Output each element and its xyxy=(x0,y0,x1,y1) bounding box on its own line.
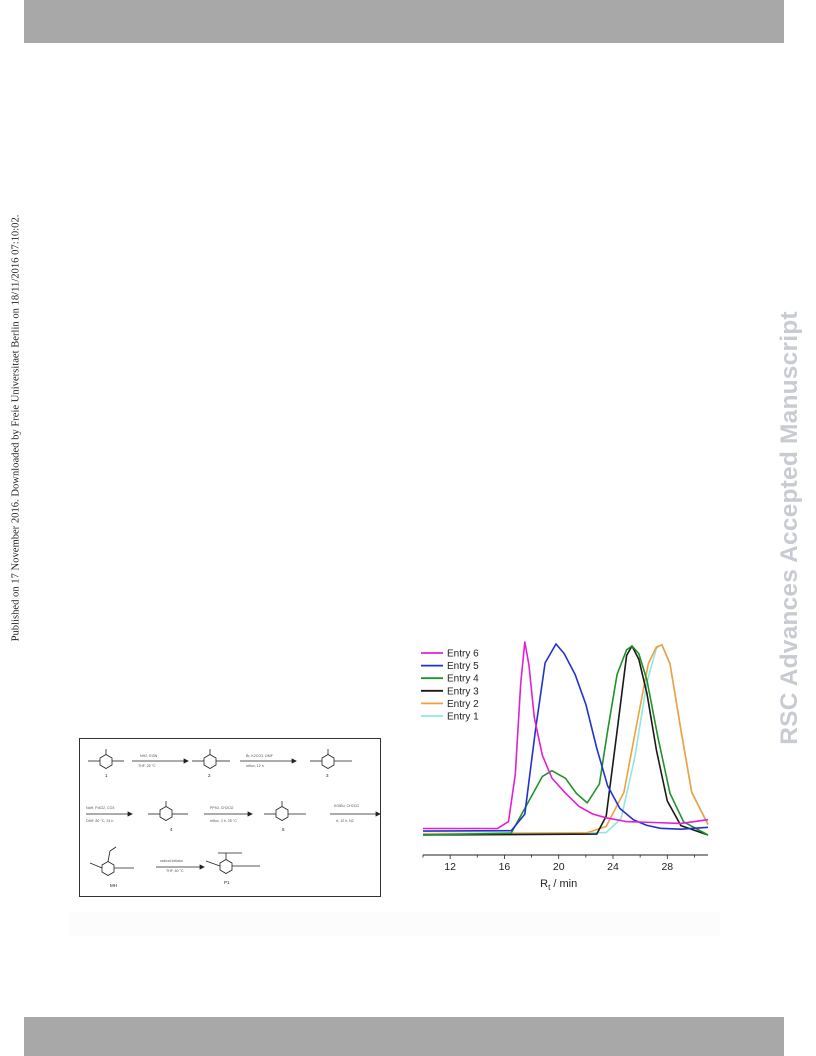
legend-label: Entry 6 xyxy=(447,649,479,660)
svg-text:PPh3, CH2Cl2: PPh3, CH2Cl2 xyxy=(210,806,233,810)
faint-caption-area xyxy=(70,912,720,936)
scheme-row-3 xyxy=(89,846,260,876)
series-line-entry-5 xyxy=(422,643,709,832)
x-axis-label-unit: / min xyxy=(550,878,577,890)
reaction-scheme: NH2, Et3N THF, 25 °C Br, K2CO3, DMF reflux… xyxy=(79,738,381,897)
chart-x-axis: 12 16 20 24 28 xyxy=(422,854,708,873)
svg-text:THF, 25 °C: THF, 25 °C xyxy=(138,764,156,768)
svg-text:Br, K2CO3, DMF: Br, K2CO3, DMF xyxy=(246,754,274,758)
compound-number: 4 xyxy=(170,827,173,832)
compound-number: 3 xyxy=(326,773,329,778)
legend-label: Entry 4 xyxy=(447,674,479,685)
compound-number: P1 xyxy=(224,880,230,885)
svg-text:NH2, Et3N: NH2, Et3N xyxy=(140,754,158,758)
svg-text:THF, 60 °C: THF, 60 °C xyxy=(166,869,184,873)
svg-text:DMF, 80 °C, 24 h: DMF, 80 °C, 24 h xyxy=(86,819,113,823)
svg-text:reflux, 3 h, 25 °C: reflux, 3 h, 25 °C xyxy=(210,819,237,823)
svg-text:KOtBu, CH2Cl2: KOtBu, CH2Cl2 xyxy=(334,804,359,808)
series-line-entry-2 xyxy=(422,644,709,835)
x-tick-label: 20 xyxy=(553,861,565,873)
svg-text:reflux, 12 h: reflux, 12 h xyxy=(246,764,264,768)
svg-text:rt, 12 h, N2: rt, 12 h, N2 xyxy=(336,819,354,823)
publication-note-text: Published on 17 November 2016. Downloade… xyxy=(10,214,22,642)
reaction-scheme-graphic: NH2, Et3N THF, 25 °C Br, K2CO3, DMF reflux… xyxy=(86,749,381,888)
watermark-text: RSC Advances Accepted Manuscript xyxy=(776,311,803,745)
compound-number: 2 xyxy=(208,773,211,778)
compound-number: 1 xyxy=(105,773,108,778)
compound-number: 5 xyxy=(282,827,285,832)
header-band xyxy=(24,0,784,43)
x-tick-label: 28 xyxy=(661,861,673,873)
x-axis-label: Rt / min xyxy=(540,878,577,892)
series-line-entry-3 xyxy=(422,645,709,836)
footer-band xyxy=(24,1017,784,1056)
x-tick-label: 16 xyxy=(499,861,511,873)
scheme-row-2 xyxy=(86,801,381,821)
x-tick-label: 12 xyxy=(444,861,456,873)
gpc-chart: Entry 6 Entry 5 Entry 4 Entry 3 Entry 2 Entry… xyxy=(405,630,715,900)
compound-number: MH xyxy=(110,883,117,888)
legend-label: Entry 3 xyxy=(447,686,479,697)
series-line-entry-6 xyxy=(422,641,709,830)
legend-label: Entry 1 xyxy=(447,712,479,723)
x-axis-label-sub: t xyxy=(548,883,551,892)
legend-label: Entry 2 xyxy=(447,699,479,710)
series-line-entry-4 xyxy=(422,645,709,836)
legend-label: Entry 5 xyxy=(447,661,479,672)
svg-text:radical initiator: radical initiator xyxy=(160,859,184,863)
scheme-row-1 xyxy=(88,749,352,769)
chart-curves xyxy=(422,641,709,836)
x-tick-label: 24 xyxy=(607,861,619,873)
x-axis-label-main: R xyxy=(540,878,548,890)
svg-text:NaH, PdCl2, CO3: NaH, PdCl2, CO3 xyxy=(86,806,114,810)
